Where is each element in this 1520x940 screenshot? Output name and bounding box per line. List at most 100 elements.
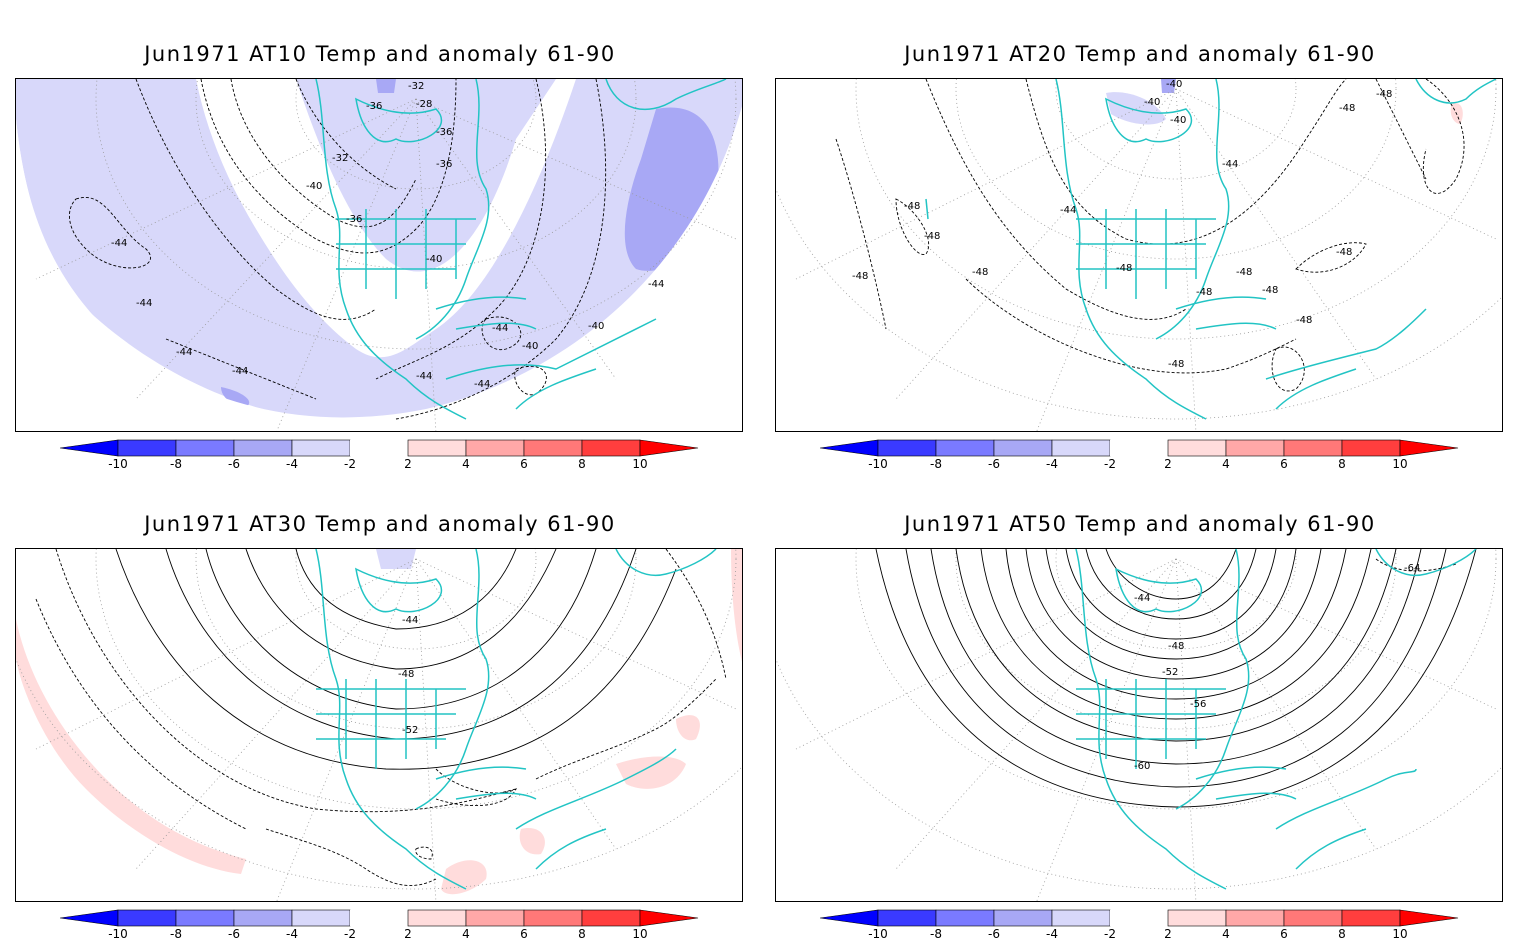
anomaly-fill-pos2 xyxy=(441,860,487,895)
anomaly-fill-zero xyxy=(196,79,576,358)
colorbar-tick-label: -2 xyxy=(1104,457,1116,470)
colorbar-swatch xyxy=(523,909,583,927)
colorbar-tick-label: 8 xyxy=(578,927,586,940)
colorbar-tick-label: -10 xyxy=(868,457,888,470)
contour-label: -48 xyxy=(1168,359,1184,370)
colorbar-tick-label: -8 xyxy=(170,927,182,940)
colorbar-tick-label: 6 xyxy=(1280,457,1288,470)
colorbar: -10 -8 -6 -4 -2 2 4 6 8 10 xyxy=(60,439,699,470)
colorbar-arrow-right xyxy=(1399,439,1459,457)
panel-at50: Jun1971 AT50 Temp and anomaly 61-90 xyxy=(760,470,1520,940)
colorbar-swatch xyxy=(581,909,641,927)
colorbar-tick-label: 10 xyxy=(632,457,647,470)
colorbar-swatch xyxy=(993,439,1053,457)
colorbar-arrow-left xyxy=(60,439,119,457)
colorbar-tick-label: 2 xyxy=(1164,927,1172,940)
anomaly-fill-pos2 xyxy=(616,756,686,789)
colorbar-swatch xyxy=(1283,909,1343,927)
anomaly-fill-neg2 xyxy=(1106,92,1166,125)
colorbar-tick-label: 2 xyxy=(404,927,412,940)
contour-label: -52 xyxy=(1162,667,1178,678)
colorbar-tick-label: 2 xyxy=(1164,457,1172,470)
anomaly-fill-pos2 xyxy=(676,715,700,741)
panel-at30: Jun1971 AT30 Temp and anomaly 61-90 xyxy=(0,470,760,940)
contour-label: -40 xyxy=(588,321,604,332)
colorbar-swatch xyxy=(407,909,467,927)
colorbar-arrow-right xyxy=(1399,909,1459,927)
panel-title: Jun1971 AT10 Temp and anomaly 61-90 xyxy=(144,42,616,66)
colorbar-swatch xyxy=(291,439,351,457)
colorbar-tick-label: 8 xyxy=(1338,927,1346,940)
colorbar-swatch xyxy=(233,909,293,927)
map-at30: -44 -48 -52 xyxy=(15,548,743,902)
colorbar-arrow-right xyxy=(639,439,699,457)
contour-label: -36 xyxy=(346,214,362,225)
colorbar-tick-label: -2 xyxy=(344,927,356,940)
contour-label: -48 xyxy=(1336,247,1352,258)
map-at20: -40 -40 -40 -48 -48 -44 -44 -48 -48 -48 … xyxy=(775,78,1503,432)
anomaly-fill-pos2 xyxy=(731,549,742,662)
colorbar-tick-label: 2 xyxy=(404,457,412,470)
colorbar-tick-label: 6 xyxy=(520,927,528,940)
contour-label: -44 xyxy=(1222,159,1238,170)
anomaly-fill-neg2 xyxy=(376,549,416,569)
colorbar-swatch xyxy=(1167,909,1227,927)
colorbar-tick-label: 8 xyxy=(1338,457,1346,470)
colorbar-tick-label: -6 xyxy=(228,457,240,470)
colorbar-arrow-right xyxy=(639,909,699,927)
colorbar-swatch xyxy=(291,909,351,927)
contour-label: -48 xyxy=(1296,315,1312,326)
colorbar-swatch xyxy=(175,439,235,457)
colorbar-tick-label: -10 xyxy=(108,457,128,470)
map-at10: -32 -28 -36 -36 -36 -32 -40 -36 -40 -44 … xyxy=(15,78,743,432)
contour-label: -44 xyxy=(1134,593,1150,604)
colorbar-arrow-left xyxy=(820,439,879,457)
outside-domain xyxy=(16,549,742,901)
colorbar-tick-label: 4 xyxy=(1222,927,1230,940)
contour-label: -60 xyxy=(1134,761,1150,772)
colorbar-tick-label: 10 xyxy=(632,927,647,940)
colorbar: -10 -8 -6 -4 -2 2 4 6 8 10 xyxy=(60,909,699,940)
colorbar-tick-label: -6 xyxy=(988,457,1000,470)
contour-label: -52 xyxy=(402,725,418,736)
contour-label: -48 xyxy=(1168,641,1184,652)
contour-label: -44 xyxy=(416,371,432,382)
colorbar-arrow-left xyxy=(60,909,119,927)
panel-title: Jun1971 AT20 Temp and anomaly 61-90 xyxy=(904,42,1376,66)
contour-label: -44 xyxy=(402,615,418,626)
contour-label: -44 xyxy=(648,279,664,290)
colorbar-swatch xyxy=(233,439,293,457)
anomaly-fill-neg2 xyxy=(1161,79,1176,93)
colorbar-tick-label: -8 xyxy=(930,927,942,940)
colorbar-swatch xyxy=(993,909,1053,927)
panel-title: Jun1971 AT50 Temp and anomaly 61-90 xyxy=(904,512,1376,536)
contour-label: -44 xyxy=(1060,205,1076,216)
contour-label: -40 xyxy=(1166,79,1182,90)
contour-label: -64 xyxy=(1404,563,1420,574)
anomaly-fill-pos2 xyxy=(519,828,545,855)
anomaly-fill-neg2 xyxy=(16,79,742,424)
colorbar-swatch xyxy=(581,439,641,457)
colorbar-swatch xyxy=(1341,909,1401,927)
colorbar-tick-label: -10 xyxy=(868,927,888,940)
colorbar-swatch xyxy=(1225,439,1285,457)
colorbar-swatch xyxy=(935,439,995,457)
contour-label: -48 xyxy=(1116,263,1132,274)
contour-label: -40 xyxy=(1144,97,1160,108)
colorbar-swatch xyxy=(1167,439,1227,457)
contour-label: -36 xyxy=(436,159,452,170)
colorbar-tick-label: -8 xyxy=(170,457,182,470)
colorbar-tick-label: 4 xyxy=(462,927,470,940)
colorbar-tick-label: -4 xyxy=(1046,927,1058,940)
colorbar-tick-label: 6 xyxy=(520,457,528,470)
colorbar-swatch xyxy=(1283,439,1343,457)
colorbar-swatch xyxy=(1110,910,1168,926)
contour-label: -32 xyxy=(408,81,424,92)
contour-label: -40 xyxy=(306,181,322,192)
colorbar-tick-label: 8 xyxy=(578,457,586,470)
contour-label: -48 xyxy=(1196,287,1212,298)
contour-label: -48 xyxy=(1376,89,1392,100)
colorbar: -10 -8 -6 -4 -2 2 4 6 8 10 xyxy=(820,909,1459,940)
contour-label: -48 xyxy=(904,201,920,212)
colorbar-swatch xyxy=(175,909,235,927)
